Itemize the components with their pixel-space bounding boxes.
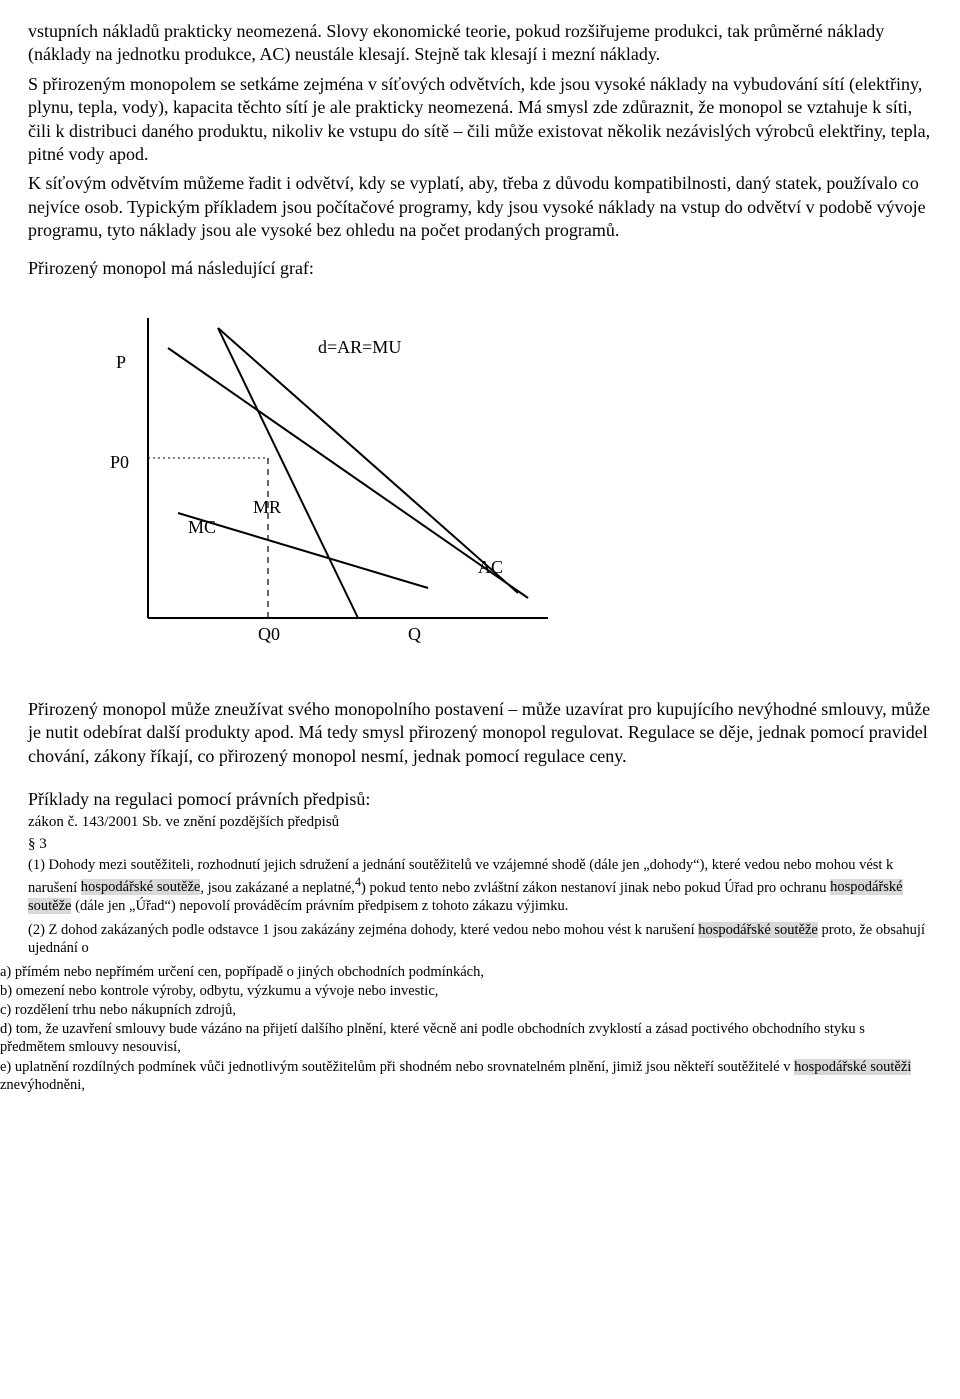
paragraph-2: S přirozeným monopolem se setkáme zejmén…	[28, 73, 932, 167]
li-e-a: e) uplatnění rozdílných podmínek vůči je…	[0, 1059, 794, 1075]
legal-subheading: zákon č. 143/2001 Sb. ve znění pozdějšíc…	[28, 813, 932, 833]
legal-2a: (2) Z dohod zakázaných podle odstavce 1 …	[28, 922, 698, 938]
legal-1c: ) pokud tento nebo zvláštní zákon nestan…	[361, 879, 830, 895]
highlight-4: hospodářské soutěži	[794, 1059, 911, 1075]
svg-text:Q: Q	[408, 624, 421, 644]
svg-text:P: P	[116, 352, 126, 372]
list-item-d: d) tom, že uzavření smlouvy bude vázáno …	[0, 1020, 932, 1056]
legal-1d: (dále jen „Úřad“) nepovolí prováděcím pr…	[71, 898, 568, 914]
svg-text:Q0: Q0	[258, 624, 280, 644]
svg-text:P0: P0	[110, 452, 129, 472]
legal-list: a) přímém nebo nepřímém určení cen, popř…	[0, 963, 932, 1094]
section-mark: § 3	[28, 835, 932, 855]
svg-text:AC: AC	[478, 557, 503, 577]
svg-text:MC: MC	[188, 517, 216, 537]
legal-para-2: (2) Z dohod zakázaných podle odstavce 1 …	[28, 921, 932, 957]
monopoly-graph: P P0 MC MR d=AR=MU AC Q0 Q	[28, 288, 932, 668]
highlight-3: hospodářské soutěže	[698, 922, 818, 938]
list-item-a: a) přímém nebo nepřímém určení cen, popř…	[0, 963, 932, 981]
highlight-1: hospodářské soutěže	[81, 879, 201, 895]
list-item-c: c) rozdělení trhu nebo nákupních zdrojů,	[0, 1001, 932, 1019]
paragraph-4: Přirozený monopol může zneužívat svého m…	[28, 698, 932, 768]
svg-text:d=AR=MU: d=AR=MU	[318, 337, 401, 357]
svg-text:MR: MR	[253, 497, 281, 517]
legal-1b: , jsou zakázané a neplatné,	[200, 879, 355, 895]
li-e-b: znevýhodněni,	[0, 1077, 85, 1093]
graph-caption: Přirozený monopol má následující graf:	[28, 257, 932, 280]
graph-svg: P P0 MC MR d=AR=MU AC Q0 Q	[28, 288, 588, 668]
legal-para-1: (1) Dohody mezi soutěžiteli, rozhodnutí …	[28, 856, 932, 914]
list-item-e: e) uplatnění rozdílných podmínek vůči je…	[0, 1058, 932, 1094]
legal-heading: Příklady na regulaci pomocí právních pře…	[28, 788, 932, 811]
paragraph-3: K síťovým odvětvím můžeme řadit i odvětv…	[28, 172, 932, 242]
list-item-b: b) omezení nebo kontrole výroby, odbytu,…	[0, 982, 932, 1000]
paragraph-1: vstupních nákladů prakticky neomezená. S…	[28, 20, 932, 67]
